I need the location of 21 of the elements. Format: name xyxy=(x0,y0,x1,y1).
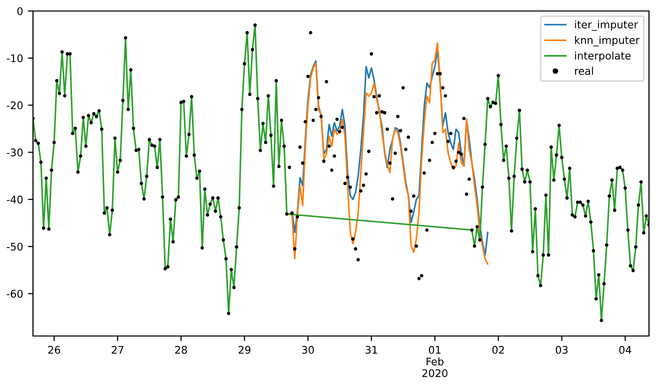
y-tick-label: 0 xyxy=(17,7,23,16)
x-tick-label: 31 xyxy=(366,346,378,354)
y-tick-label: -50 xyxy=(6,242,23,251)
legend-label: knn_imputer xyxy=(575,36,640,46)
y-tick-label: -30 xyxy=(6,148,23,156)
x-tick-label: 02 xyxy=(492,346,504,354)
x-tick-label: 30 xyxy=(302,346,314,354)
legend-label: real xyxy=(575,66,593,75)
x-tick-label: 03 xyxy=(556,346,568,354)
y-tick-label: -10 xyxy=(6,54,23,62)
x-tick-label: 04 xyxy=(619,346,632,354)
x-tick-label: 01 Feb 2020 xyxy=(422,346,448,378)
y-tick-label: -20 xyxy=(6,101,23,110)
y-tick-label: -40 xyxy=(6,196,23,204)
x-tick-label: 26 xyxy=(48,346,60,354)
x-tick-label: 28 xyxy=(175,346,187,354)
x-tick-label: 29 xyxy=(238,346,250,354)
legend-label: iter_imputer xyxy=(575,20,638,31)
x-tick-label: 27 xyxy=(112,346,124,354)
legend-label: interpolate xyxy=(575,52,631,62)
y-tick-label: -60 xyxy=(6,290,23,298)
